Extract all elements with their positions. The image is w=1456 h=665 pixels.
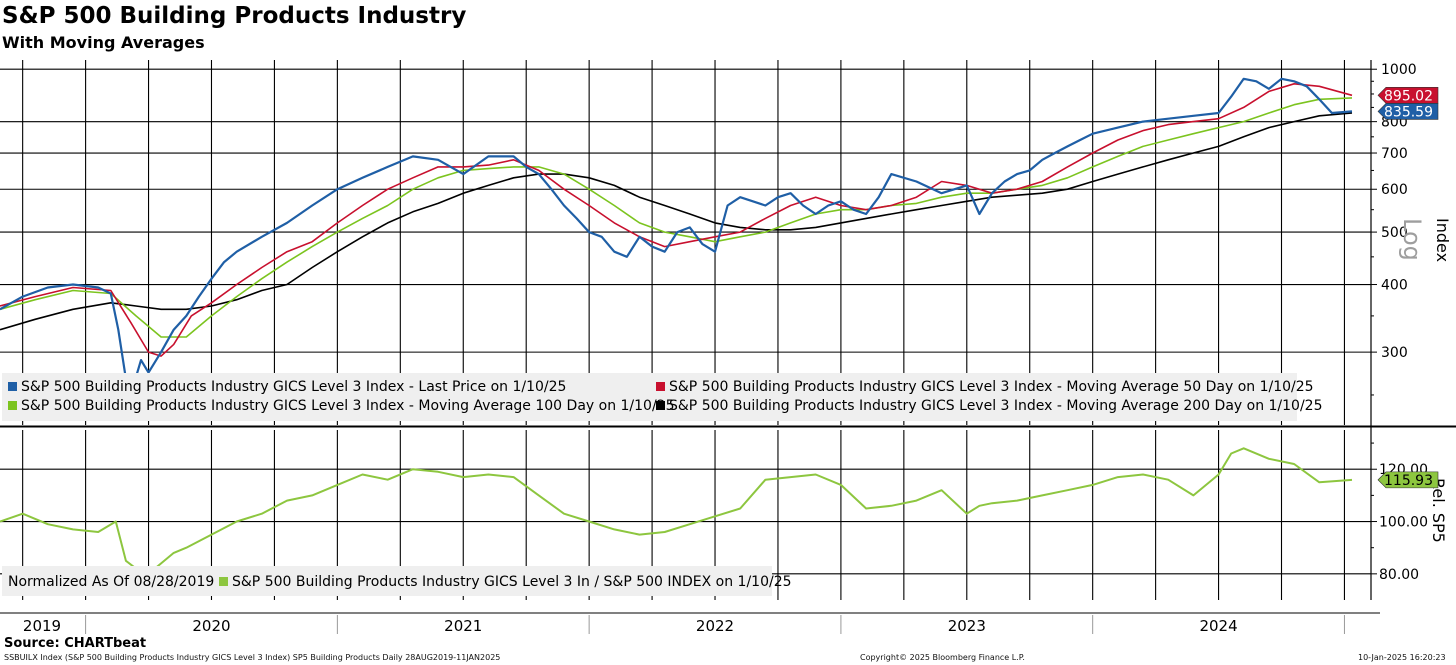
footer-index-note: SSBUILX Index (S&P 500 Building Products… — [4, 653, 501, 662]
legend-swatch — [219, 577, 228, 586]
price-last-label-tag — [1377, 103, 1439, 120]
y-tick-label: 80.00 — [1379, 567, 1419, 583]
relative-last-label: 115.93 — [1384, 473, 1433, 489]
x-tick-label: 2020 — [192, 617, 230, 635]
legend-label: S&P 500 Building Products Industry GICS … — [669, 379, 1314, 395]
legend-box-lower — [2, 566, 772, 596]
ma50-last-label-tag — [1377, 86, 1439, 104]
x-tick-label: 2021 — [444, 617, 482, 635]
axes: 300400500600700800100080.00100.00120.002… — [0, 60, 1456, 635]
x-tick-label: 2019 — [23, 617, 61, 635]
chart-subtitle: With Moving Averages — [2, 33, 205, 52]
series-line-ma100 — [0, 97, 1353, 338]
legends: S&P 500 Building Products Industry GICS … — [2, 373, 1323, 596]
x-tick-label: 2022 — [696, 617, 734, 635]
legend-swatch — [656, 382, 665, 391]
upper-panel-series — [0, 77, 1353, 397]
x-tick-label: 2024 — [1199, 617, 1237, 635]
legend-swatch — [8, 382, 17, 391]
legend-label: S&P 500 Building Products Industry GICS … — [232, 574, 792, 590]
x-tick-label: 2023 — [948, 617, 986, 635]
y-tick-label: 600 — [1381, 182, 1408, 198]
scale-note: Log — [1398, 218, 1426, 261]
chart-title: S&P 500 Building Products Industry — [2, 3, 467, 29]
relative-last-label-tag — [1377, 471, 1439, 489]
legend-swatch — [8, 401, 17, 410]
y-tick-label: 500 — [1381, 225, 1408, 241]
footer-copyright: Copyright© 2025 Bloomberg Finance L.P. — [860, 653, 1025, 662]
legend-label: S&P 500 Building Products Industry GICS … — [21, 379, 566, 395]
ma50-last-label: 895.02 — [1384, 88, 1433, 104]
legend-swatch — [656, 401, 665, 410]
y-tick-label: 700 — [1381, 146, 1408, 162]
legend-label: S&P 500 Building Products Industry GICS … — [669, 398, 1323, 414]
y-axis-title: Index — [1433, 218, 1452, 262]
legend-box-upper — [2, 373, 1297, 421]
y-axis-title: Rel. SP5 — [1429, 478, 1448, 543]
y-tick-label: 1000 — [1381, 62, 1417, 78]
y-tick-label: 100.00 — [1379, 515, 1428, 531]
footer-timestamp: 10-Jan-2025 16:20:23 — [1358, 653, 1446, 662]
source-note: Source: CHARTbeat — [4, 636, 147, 651]
lower-panel-series — [0, 447, 1353, 575]
series-line-relative — [0, 447, 1353, 575]
y-tick-label: 300 — [1381, 345, 1408, 361]
y-tick-label: 400 — [1381, 278, 1408, 294]
normalized-note: Normalized As Of 08/28/2019 — [8, 574, 214, 590]
legend-label: S&P 500 Building Products Industry GICS … — [21, 398, 675, 414]
series-line-ma50 — [0, 83, 1353, 357]
series-line-ma200 — [0, 112, 1353, 331]
series-line-price — [0, 77, 1353, 397]
price-last-label: 835.59 — [1384, 104, 1433, 120]
